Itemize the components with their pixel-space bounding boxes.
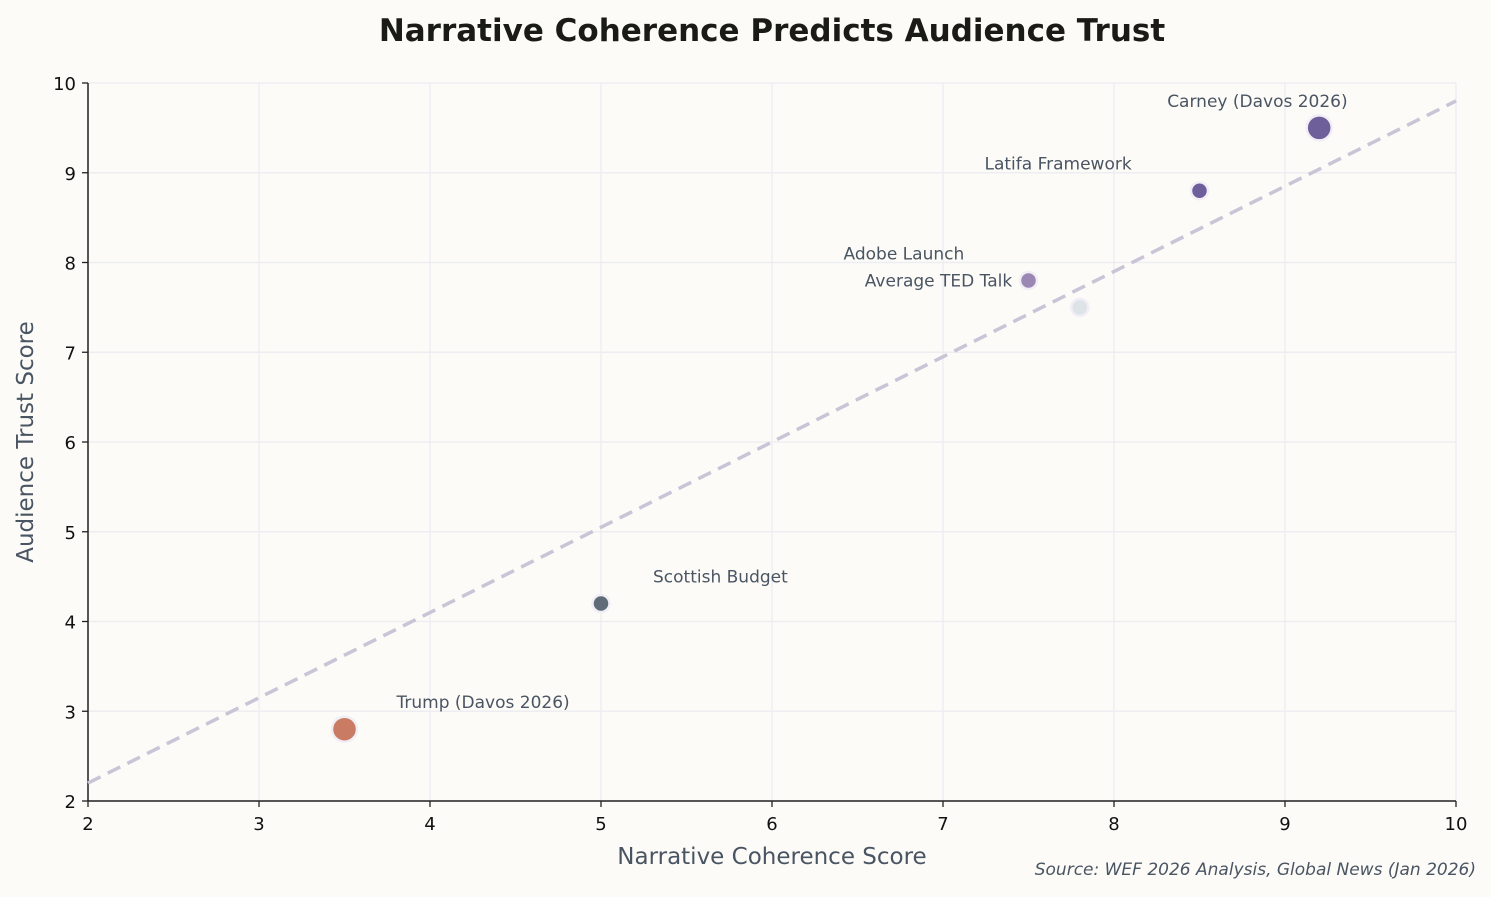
trendline	[87, 99, 1457, 785]
x-tick-label: 2	[82, 814, 93, 835]
y-axis-label: Audience Trust Score	[13, 321, 39, 563]
x-tick-label: 9	[1279, 814, 1290, 835]
point-label: Trump (Davos 2026)	[396, 693, 570, 713]
point-label: Scottish Budget	[653, 568, 788, 588]
y-tick-label: 10	[53, 74, 76, 95]
y-tick-label: 7	[65, 343, 76, 364]
data-point	[330, 715, 359, 743]
data-point	[1189, 180, 1210, 201]
grid	[87, 82, 1457, 802]
data-point	[1305, 114, 1333, 142]
x-tick-label: 3	[253, 814, 264, 835]
y-tick-label: 4	[65, 613, 76, 634]
data-point	[1070, 297, 1090, 318]
x-tick-label: 4	[424, 814, 435, 835]
y-tick-label: 6	[65, 433, 76, 454]
source-note: Source: WEF 2026 Analysis, Global News (…	[1035, 860, 1476, 880]
data-point	[1018, 270, 1039, 291]
x-tick-label: 5	[595, 814, 606, 835]
y-tick-label: 8	[65, 254, 76, 275]
y-tick-label: 9	[65, 164, 76, 185]
x-axis-label: Narrative Coherence Score	[617, 844, 926, 870]
point-label: Adobe Launch	[844, 244, 965, 264]
x-tick-label: 6	[766, 814, 777, 835]
chart-title: Narrative Coherence Predicts Audience Tr…	[379, 13, 1166, 49]
y-tick-label: 3	[65, 702, 76, 723]
point-label: Carney (Davos 2026)	[1167, 92, 1347, 112]
y-tick-label: 2	[65, 792, 76, 813]
x-tick-label: 7	[937, 814, 948, 835]
axes: 2 3 4 5 6 7 8 9 10 2 3 4 5 6 7 8 9 10	[53, 74, 1467, 835]
y-tick-label: 5	[65, 523, 76, 544]
points	[330, 114, 1333, 743]
data-point	[591, 593, 611, 614]
x-tick-label: 10	[1445, 814, 1468, 835]
x-tick-label: 8	[1108, 814, 1119, 835]
point-label: Average TED Talk	[865, 271, 1013, 291]
trend-line	[87, 99, 1457, 785]
point-labels: Carney (Davos 2026) Latifa Framework Adobe…	[396, 92, 1348, 713]
point-label: Latifa Framework	[985, 155, 1132, 175]
